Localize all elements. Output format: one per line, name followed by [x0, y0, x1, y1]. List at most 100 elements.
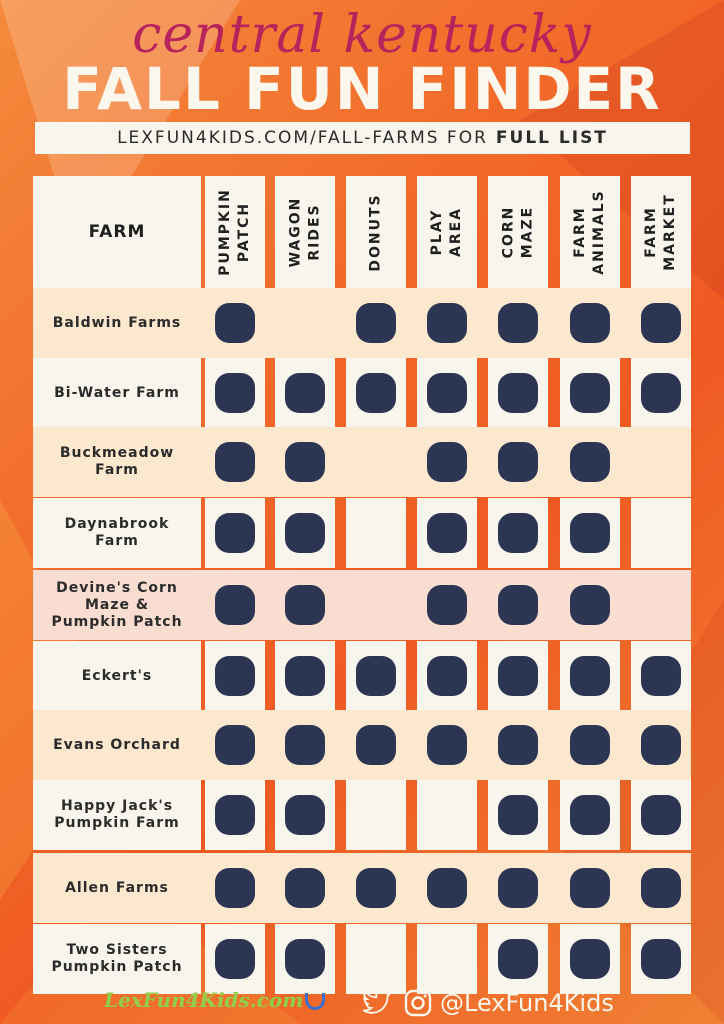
- amenity-available-dot: [641, 303, 681, 343]
- horseshoe-icon: [305, 993, 326, 1010]
- amenity-available-dot: [498, 442, 538, 482]
- farm-name-cell: Two Sisters Pumpkin Patch: [33, 924, 201, 994]
- amenity-cell: [417, 641, 477, 711]
- amenity-column-header: WAGON RIDES: [275, 176, 335, 288]
- amenity-available-dot: [570, 939, 610, 979]
- row-gap-fill: [548, 427, 560, 497]
- amenity-column-label: FARM MARKET: [643, 193, 679, 271]
- amenity-column-header: PUMPKIN PATCH: [205, 176, 265, 288]
- farm-name-cell: Allen Farms: [33, 853, 201, 923]
- amenity-available-dot: [356, 373, 396, 413]
- amenity-cell: [488, 924, 548, 994]
- amenity-cell: [560, 570, 620, 640]
- amenity-column-header: PLAY AREA: [417, 176, 477, 288]
- amenity-available-dot: [570, 725, 610, 765]
- amenity-column-header: FARM ANIMALS: [560, 176, 620, 288]
- amenity-cell: [631, 641, 691, 711]
- amenity-column-label: PLAY AREA: [428, 206, 464, 258]
- amenity-cell: [488, 710, 548, 780]
- farm-name-cell: Devine's Corn Maze & Pumpkin Patch: [33, 570, 201, 640]
- amenity-available-dot: [641, 939, 681, 979]
- amenity-column-header: CORN MAZE: [488, 176, 548, 288]
- amenity-cell: [205, 498, 265, 568]
- amenity-cell: [631, 288, 691, 358]
- amenity-available-dot: [427, 656, 467, 696]
- amenity-available-dot: [215, 725, 255, 765]
- amenity-cell: [417, 853, 477, 923]
- row-gap-fill: [548, 288, 560, 358]
- row-gap-fill: [620, 710, 631, 780]
- url-banner[interactable]: LEXFUN4KIDS.COM/FALL-FARMS FOR FULL LIST: [35, 122, 690, 154]
- amenity-column-header: FARM MARKET: [631, 176, 691, 288]
- social-handle[interactable]: @LexFun4Kids: [440, 989, 614, 1017]
- amenity-cell: [346, 427, 406, 497]
- amenity-cell: [488, 498, 548, 568]
- amenity-available-dot: [215, 303, 255, 343]
- amenity-cell: [488, 641, 548, 711]
- amenity-available-dot: [427, 303, 467, 343]
- row-gap-fill: [201, 427, 205, 497]
- amenity-cell: [205, 570, 265, 640]
- amenity-cell: [275, 780, 335, 850]
- row-gap-fill: [335, 853, 346, 923]
- instagram-icon[interactable]: [404, 989, 432, 1017]
- amenity-available-dot: [215, 373, 255, 413]
- amenity-cell: [205, 853, 265, 923]
- amenity-available-dot: [285, 795, 325, 835]
- social-handles: @LexFun4Kids: [362, 986, 614, 1020]
- row-gap-fill: [477, 288, 488, 358]
- logo-text: LexFun4Kids.com: [104, 988, 304, 1012]
- fall-farm-table: FARM Baldwin Farms Bi-Water Farm Buckmeadow…: [33, 176, 693, 994]
- amenity-cell: [560, 498, 620, 568]
- amenity-available-dot: [285, 939, 325, 979]
- amenity-cell: [631, 570, 691, 640]
- amenity-column-header: DONUTS: [346, 176, 406, 288]
- row-gap-fill: [548, 570, 560, 640]
- row-gap-fill: [201, 570, 205, 640]
- amenity-available-dot: [215, 656, 255, 696]
- twitter-bird-icon[interactable]: [362, 990, 392, 1016]
- amenity-cell: [205, 427, 265, 497]
- amenity-cell: [205, 641, 265, 711]
- amenity-cell: [417, 780, 477, 850]
- amenity-cell: [631, 710, 691, 780]
- row-gap-fill: [335, 427, 346, 497]
- amenity-column-label: CORN MAZE: [500, 205, 535, 259]
- amenity-cell: [488, 853, 548, 923]
- script-title: central kentucky: [132, 5, 592, 65]
- farm-name-cell: Buckmeadow Farm: [33, 427, 201, 497]
- amenity-cell: [275, 570, 335, 640]
- row-gap-fill: [265, 853, 275, 923]
- amenity-available-dot: [641, 725, 681, 765]
- amenity-available-dot: [427, 725, 467, 765]
- amenity-cell: [346, 570, 406, 640]
- row-gap-fill: [406, 853, 417, 923]
- amenity-cell: [275, 358, 335, 428]
- row-gap-fill: [406, 710, 417, 780]
- lexfun4kids-logo[interactable]: LexFun4Kids.com: [104, 988, 326, 1012]
- row-gap-fill: [406, 427, 417, 497]
- amenity-cell: [275, 288, 335, 358]
- amenity-available-dot: [356, 656, 396, 696]
- amenity-available-dot: [427, 513, 467, 553]
- amenity-available-dot: [215, 513, 255, 553]
- amenity-available-dot: [641, 373, 681, 413]
- row-gap-fill: [265, 427, 275, 497]
- amenity-available-dot: [641, 795, 681, 835]
- amenity-available-dot: [498, 303, 538, 343]
- amenity-available-dot: [641, 656, 681, 696]
- farm-name-cell: Happy Jack's Pumpkin Farm: [33, 780, 201, 850]
- amenity-cell: [631, 498, 691, 568]
- amenity-available-dot: [570, 373, 610, 413]
- amenity-cell: [560, 358, 620, 428]
- amenity-available-dot: [215, 585, 255, 625]
- amenity-available-dot: [285, 442, 325, 482]
- amenity-cell: [205, 288, 265, 358]
- amenity-available-dot: [570, 656, 610, 696]
- amenity-column-label: PUMPKIN PATCH: [217, 188, 253, 276]
- amenity-available-dot: [498, 725, 538, 765]
- amenity-available-dot: [570, 868, 610, 908]
- amenity-cell: [346, 710, 406, 780]
- amenity-cell: [560, 780, 620, 850]
- amenity-cell: [631, 924, 691, 994]
